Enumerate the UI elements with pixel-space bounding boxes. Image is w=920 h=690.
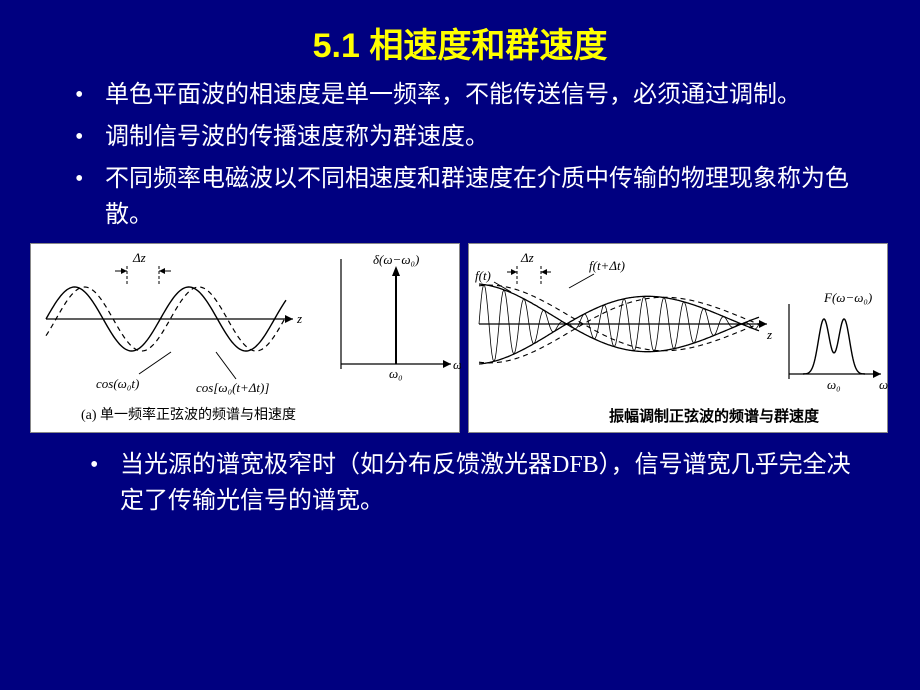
- svg-text:cos[ω₀(t+Δt)]: cos[ω₀(t+Δt)]: [196, 380, 269, 395]
- svg-text:Δz: Δz: [520, 250, 534, 265]
- svg-text:f(t+Δt): f(t+Δt): [589, 258, 625, 273]
- svg-text:δ(ω−ω₀): δ(ω−ω₀): [373, 252, 419, 267]
- bullet-item: 调制信号波的传播速度称为群速度。: [75, 119, 860, 155]
- figure-row: z Δz cos(ω₀t) cos[ω₀(t+Δt)] ω δ(ω−ω₀): [0, 239, 920, 437]
- bullet-item: 单色平面波的相速度是单一频率，不能传送信号，必须通过调制。: [75, 77, 860, 113]
- figure-left-caption: (a) 单一频率正弦波的频谱与相速度: [81, 404, 296, 424]
- figure-left: z Δz cos(ω₀t) cos[ω₀(t+Δt)] ω δ(ω−ω₀): [30, 243, 460, 433]
- slide-title: 5.1 相速度和群速度: [0, 0, 920, 77]
- figure-right-caption: 振幅调制正弦波的频谱与群速度: [609, 405, 819, 426]
- bullet-item: 当光源的谱宽极窄时（如分布反馈激光器DFB），信号谱宽几乎完全决定了传输光信号的…: [90, 447, 860, 519]
- bullet-list: 单色平面波的相速度是单一频率，不能传送信号，必须通过调制。 调制信号波的传播速度…: [0, 77, 920, 233]
- svg-text:ω₀: ω₀: [827, 377, 841, 392]
- svg-text:ω: ω: [879, 377, 888, 392]
- bullet-item: 不同频率电磁波以不同相速度和群速度在介质中传输的物理现象称为色散。: [75, 161, 860, 233]
- svg-text:Δz: Δz: [132, 250, 146, 265]
- svg-text:ω: ω: [453, 357, 461, 372]
- svg-text:f(t): f(t): [475, 268, 491, 283]
- svg-text:F(ω−ω₀): F(ω−ω₀): [823, 290, 872, 305]
- svg-text:ω₀: ω₀: [389, 366, 403, 381]
- svg-text:z: z: [296, 311, 302, 326]
- svg-text:cos(ω₀t): cos(ω₀t): [96, 376, 139, 391]
- svg-text:z: z: [766, 327, 772, 342]
- bottom-bullet-list: 当光源的谱宽极窄时（如分布反馈激光器DFB），信号谱宽几乎完全决定了传输光信号的…: [0, 447, 920, 519]
- figure-right: z Δz f(t) f(t+Δt) ω: [468, 243, 888, 433]
